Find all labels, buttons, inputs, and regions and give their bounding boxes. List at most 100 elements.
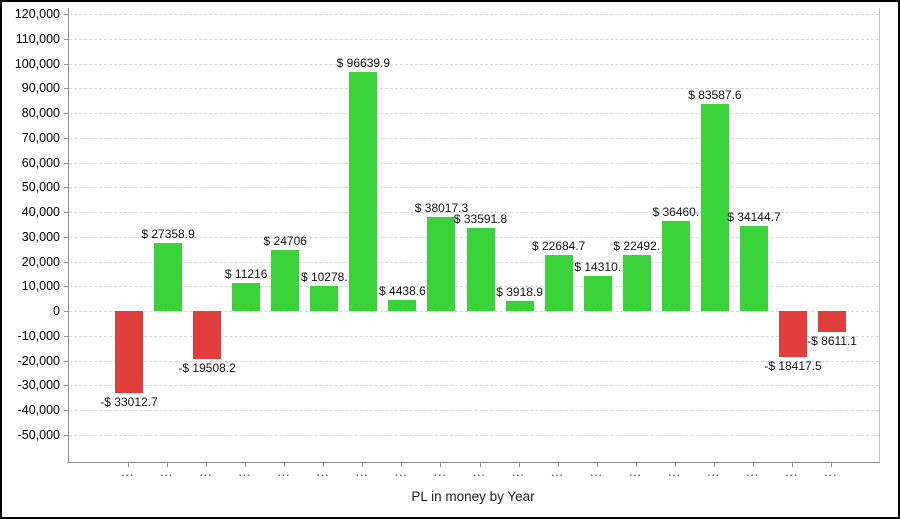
x-axis-tick-label: ... <box>316 468 330 479</box>
bar <box>427 216 456 311</box>
y-axis-tick-label: 50,000 <box>21 180 60 195</box>
y-axis-tick-label: 120,000 <box>14 7 60 21</box>
bar-value-label: -$ 33012.7 <box>100 394 158 409</box>
bar-value-label: $ 38017.3 <box>414 200 469 215</box>
gridline <box>69 162 879 164</box>
x-axis-tick <box>557 463 559 467</box>
x-axis-tick <box>245 463 247 467</box>
x-axis-tick-label: ... <box>707 468 721 479</box>
y-axis-tick <box>64 14 68 15</box>
x-axis-tick-label: ... <box>629 468 643 479</box>
gridline <box>69 360 879 362</box>
y-axis-tick-label: 60,000 <box>21 155 60 170</box>
x-axis-tick <box>401 463 403 467</box>
y-axis-tick-label: -50,000 <box>17 427 60 442</box>
x-axis-tick-label: ... <box>824 468 838 479</box>
y-axis-tick <box>64 162 68 164</box>
x-axis-tick-label: ... <box>785 468 799 479</box>
y-axis-tick-label: -40,000 <box>17 403 60 417</box>
y-axis-tick-label: 70,000 <box>21 130 60 145</box>
x-axis-tick <box>323 463 325 467</box>
bar-value-label: $ 24706 <box>263 233 307 248</box>
bar <box>310 285 339 311</box>
y-axis-tick <box>64 311 68 312</box>
x-axis-tick <box>596 463 598 467</box>
y-axis-tick-label: 10,000 <box>21 279 60 294</box>
bar-value-label: $ 4438.6 <box>379 284 426 298</box>
bar-value-label: $ 3918.9 <box>496 285 543 300</box>
x-axis-tick-label: ... <box>746 468 760 479</box>
x-axis-tick <box>518 463 520 467</box>
bar-value-label: $ 11216 <box>224 267 268 282</box>
gridline <box>69 335 879 337</box>
y-axis-tick <box>64 63 68 65</box>
x-axis-tick-label: ... <box>355 468 369 479</box>
x-axis-tick-label: ... <box>160 468 174 479</box>
bar <box>779 311 808 357</box>
y-axis-tick <box>64 385 68 387</box>
plot-area: -$ 33012.7 $ 27358.9 -$ 19508.2 $ 11216 $ 24… <box>68 8 880 463</box>
bar <box>818 311 847 333</box>
y-axis-tick-label: -20,000 <box>17 353 60 368</box>
bar-value-label: $ 34144.7 <box>727 210 781 225</box>
y-axis-tick <box>64 113 68 114</box>
gridline <box>69 63 879 65</box>
x-axis-tick <box>713 463 715 467</box>
y-axis-tick-label: 40,000 <box>21 205 60 219</box>
x-axis-tick-label: ... <box>668 468 682 479</box>
bar-value-label: $ 83587.6 <box>688 88 742 103</box>
y-axis-tick <box>64 261 68 263</box>
gridline <box>69 187 879 189</box>
x-axis-tick <box>206 463 208 467</box>
gridline <box>69 311 879 312</box>
y-axis-tick-label: 0 <box>53 304 60 318</box>
y-axis-tick <box>64 212 68 213</box>
bar <box>232 283 261 311</box>
gridline <box>69 212 879 213</box>
bar-value-label: -$ 18417.5 <box>764 358 822 373</box>
bar <box>388 300 417 311</box>
gridline <box>69 137 879 139</box>
bar-value-label: $ 10278. <box>300 269 348 284</box>
y-axis-tick-label: -10,000 <box>17 328 60 343</box>
x-axis-tick <box>635 463 637 467</box>
bar <box>466 227 495 311</box>
y-axis-tick <box>64 236 68 238</box>
y-axis-tick <box>64 38 68 40</box>
x-axis-tick <box>752 463 754 467</box>
x-axis-tick <box>167 463 169 467</box>
y-axis-tick <box>64 187 68 189</box>
gridline <box>69 434 879 436</box>
y-axis-tick-label: 20,000 <box>21 254 60 269</box>
bar <box>583 275 612 311</box>
gridline <box>69 113 879 114</box>
bar-value-label: $ 96639.9 <box>336 55 391 70</box>
x-axis-tick-label: ... <box>199 468 213 479</box>
x-axis-tick <box>674 463 676 467</box>
bar <box>622 255 651 311</box>
bar-value-label: $ 33591.8 <box>453 211 508 226</box>
gridline <box>69 410 879 411</box>
bar <box>349 71 378 311</box>
y-axis-tick <box>64 360 68 362</box>
x-axis-tick <box>792 463 794 467</box>
y-axis-tick-label: 90,000 <box>21 81 60 96</box>
bar <box>154 243 183 311</box>
bar-value-label: $ 14310. <box>574 259 622 274</box>
bar <box>739 226 768 311</box>
gridline <box>69 14 879 15</box>
y-axis-tick-label: -30,000 <box>17 378 60 393</box>
bar <box>271 249 300 311</box>
y-axis-tick-label: 100,000 <box>14 56 60 71</box>
gridline <box>69 88 879 90</box>
x-axis-tick <box>831 463 833 467</box>
x-axis-tick-label: ... <box>551 468 565 479</box>
x-axis-tick <box>362 463 364 467</box>
bar <box>193 311 222 360</box>
bar-value-label: $ 22684.7 <box>531 238 586 253</box>
y-axis-tick <box>64 137 68 139</box>
bar-value-label: -$ 8611.1 <box>807 334 857 349</box>
x-axis-tick-label: ... <box>512 468 526 479</box>
bar <box>661 220 690 311</box>
